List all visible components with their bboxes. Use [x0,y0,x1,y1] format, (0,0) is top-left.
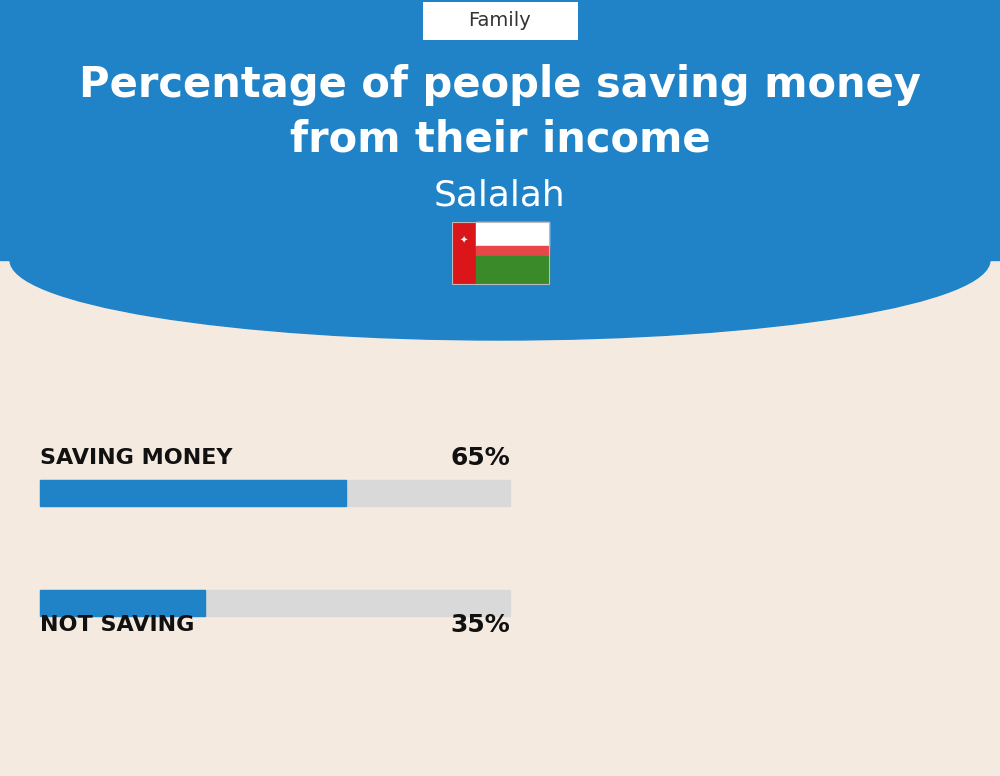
Text: from their income: from their income [290,119,710,161]
Text: Salalah: Salalah [434,178,566,212]
Text: 65%: 65% [450,446,510,470]
Bar [452,222,476,284]
Text: Family: Family [469,12,531,30]
Bar [40,480,510,506]
Bar [452,222,549,284]
Bar [40,590,205,616]
Text: SAVING MONEY: SAVING MONEY [40,448,232,468]
Text: 35%: 35% [450,613,510,637]
Bar [40,480,346,506]
FancyBboxPatch shape [422,2,578,40]
Bar [476,256,549,284]
Bar [476,222,549,245]
Text: NOT SAVING: NOT SAVING [40,615,194,635]
Bar [40,590,510,616]
Text: ✦: ✦ [460,236,468,245]
Bar [476,245,549,256]
Bar [0,0,1000,260]
Ellipse shape [10,180,990,340]
Text: Percentage of people saving money: Percentage of people saving money [79,64,921,106]
